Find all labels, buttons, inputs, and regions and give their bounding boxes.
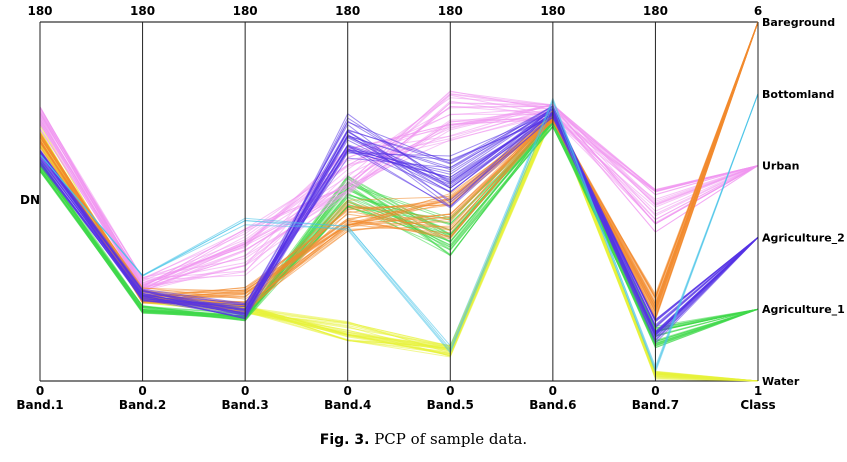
- data-line: [39, 106, 759, 286]
- axis-name-label: Band.4: [324, 398, 371, 412]
- axis-name-label: Band.3: [221, 398, 268, 412]
- axis-max-label: 180: [130, 4, 155, 18]
- axis-max-label: 180: [335, 4, 360, 18]
- data-line: [39, 114, 759, 333]
- data-line: [39, 93, 759, 371]
- data-lines: [39, 21, 759, 382]
- y-axis-label: DN: [20, 193, 40, 207]
- data-line: [39, 105, 759, 382]
- data-line: [39, 21, 759, 313]
- figure-caption: Fig. 3. PCP of sample data.: [0, 430, 847, 448]
- data-line: [39, 100, 759, 289]
- data-line: [39, 21, 759, 322]
- axis-name-label: Band.7: [632, 398, 679, 412]
- data-line: [39, 103, 759, 292]
- axis-min-label: 0: [549, 384, 557, 398]
- data-line: [39, 113, 759, 336]
- caption-label: Fig. 3.: [319, 432, 370, 448]
- data-line: [39, 91, 759, 293]
- data-line: [39, 93, 759, 369]
- data-line: [39, 113, 759, 288]
- axis-min-label: 0: [651, 384, 659, 398]
- axis-name-label: Band.6: [529, 398, 576, 412]
- data-line: [39, 105, 759, 283]
- data-line: [39, 107, 759, 279]
- data-line: [39, 109, 759, 279]
- class-label-bareground: Bareground: [762, 16, 835, 29]
- axis-max-label: 180: [233, 4, 258, 18]
- axis-name-label: Band.2: [119, 398, 166, 412]
- series-bareground: [39, 21, 759, 322]
- data-line: [39, 104, 759, 285]
- axis-min-label: 1: [754, 384, 762, 398]
- data-line: [39, 105, 759, 328]
- data-line: [39, 105, 759, 282]
- data-line: [39, 116, 759, 321]
- axis-min-label: 0: [138, 384, 146, 398]
- data-line: [39, 21, 759, 313]
- data-line: [39, 94, 759, 288]
- axis-max-label: 180: [438, 4, 463, 18]
- series-urban: [39, 90, 759, 293]
- data-line: [39, 104, 759, 280]
- data-line: [39, 106, 759, 281]
- series-agriculture-2: [39, 105, 759, 344]
- axis-max-label: 180: [540, 4, 565, 18]
- axis-max-label: 180: [643, 4, 668, 18]
- class-label-water: Water: [762, 375, 800, 388]
- class-label-urban: Urban: [762, 160, 800, 173]
- axis-min-label: 0: [446, 384, 454, 398]
- axis-min-label: 0: [36, 384, 44, 398]
- axes: 1800Band.11800Band.21800Band.31800Band.4…: [16, 4, 775, 412]
- axis-max-label: 180: [27, 4, 52, 18]
- series-bottomland: [39, 93, 759, 374]
- axis-name-label: Band.5: [427, 398, 474, 412]
- class-label-bottomland: Bottomland: [762, 88, 834, 101]
- axis-min-label: 0: [241, 384, 249, 398]
- data-line: [39, 21, 759, 320]
- class-labels: Bareground Bottomland Urban Agriculture_2 Ag…: [762, 16, 845, 388]
- axis-min-label: 0: [344, 384, 352, 398]
- data-line: [39, 116, 759, 337]
- caption-text: PCP of sample data.: [374, 430, 528, 448]
- axis-name-label: Class: [740, 398, 775, 412]
- data-line: [39, 93, 759, 292]
- class-label-agriculture-2: Agriculture_2: [762, 231, 845, 244]
- axis-name-label: Band.1: [16, 398, 63, 412]
- data-line: [39, 97, 759, 290]
- data-line: [39, 112, 759, 382]
- axis-max-label: 6: [754, 4, 762, 18]
- class-label-agriculture-1: Agriculture_1: [762, 303, 845, 316]
